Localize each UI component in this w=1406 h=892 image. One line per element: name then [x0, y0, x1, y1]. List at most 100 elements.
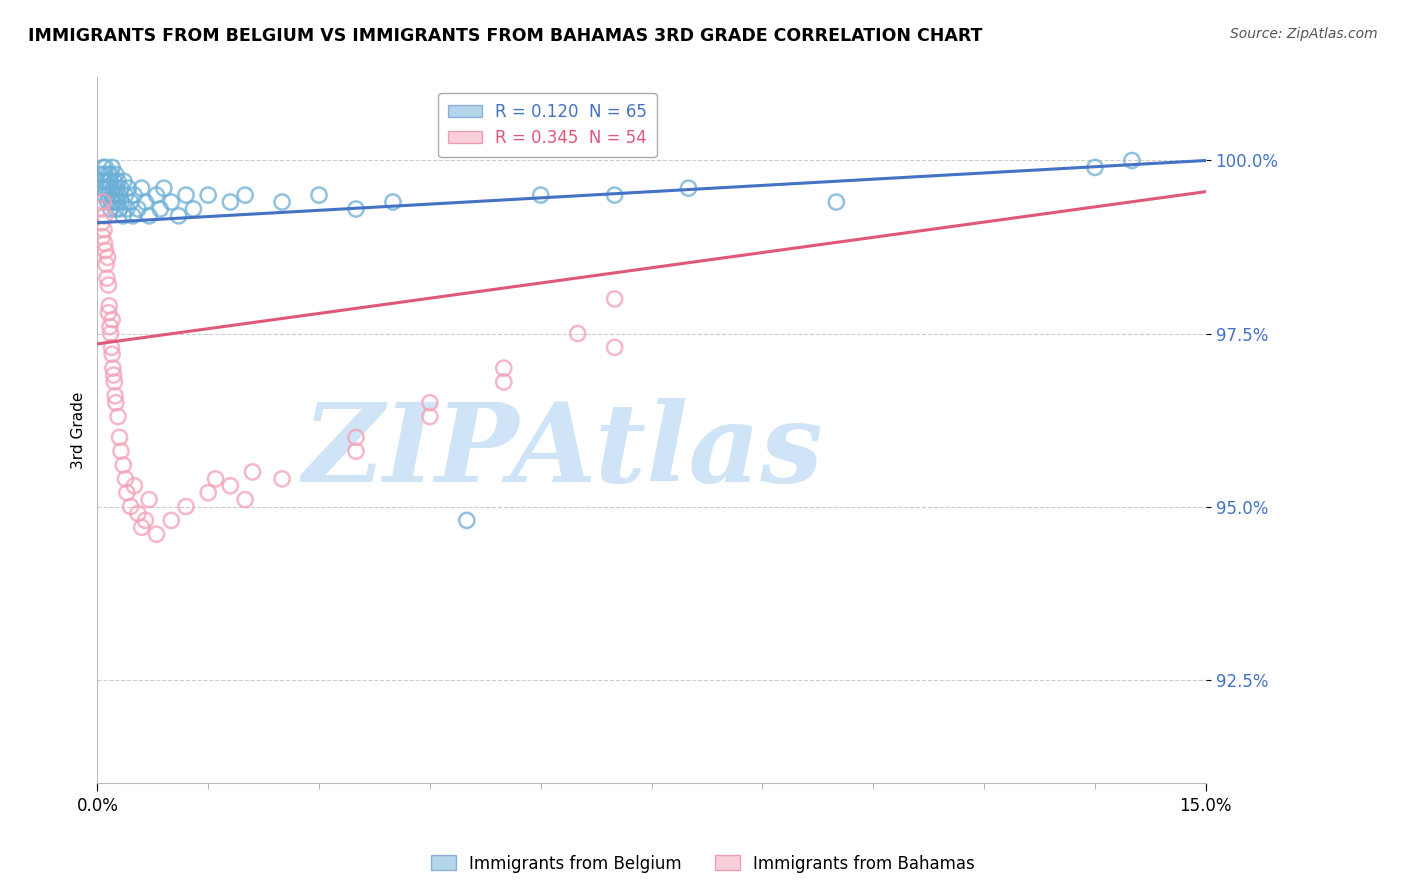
Point	[91, 194, 114, 209]
Point	[174, 500, 197, 514]
Point	[91, 181, 114, 195]
Point	[90, 167, 112, 181]
Point	[104, 389, 127, 403]
Point	[117, 181, 139, 195]
Point	[97, 167, 120, 181]
Point	[90, 202, 112, 216]
Y-axis label: 3rd Grade: 3rd Grade	[72, 392, 86, 469]
Point	[219, 479, 242, 493]
Point	[456, 513, 478, 527]
Point	[97, 251, 120, 265]
Point	[107, 409, 129, 424]
Point	[97, 278, 120, 293]
Point	[103, 194, 125, 209]
Point	[381, 194, 404, 209]
Point	[678, 181, 700, 195]
Point	[124, 188, 146, 202]
Point	[105, 194, 128, 209]
Point	[98, 174, 121, 188]
Point	[104, 188, 127, 202]
Point	[108, 202, 131, 216]
Point	[114, 188, 136, 202]
Point	[107, 174, 129, 188]
Point	[91, 161, 114, 175]
Point	[145, 527, 167, 541]
Point	[271, 472, 294, 486]
Point	[120, 194, 142, 209]
Point	[131, 520, 153, 534]
Point	[105, 181, 128, 195]
Point	[603, 188, 626, 202]
Point	[160, 513, 183, 527]
Point	[419, 395, 441, 409]
Point	[127, 202, 149, 216]
Point	[204, 472, 226, 486]
Point	[183, 202, 205, 216]
Point	[233, 492, 256, 507]
Point	[419, 409, 441, 424]
Point	[93, 167, 115, 181]
Point	[127, 507, 149, 521]
Point	[93, 209, 115, 223]
Point	[101, 347, 124, 361]
Point	[530, 188, 553, 202]
Point	[104, 167, 127, 181]
Point	[167, 209, 190, 223]
Point	[96, 271, 118, 285]
Point	[96, 174, 118, 188]
Point	[492, 361, 515, 376]
Point	[103, 174, 125, 188]
Point	[104, 395, 127, 409]
Point	[91, 229, 114, 244]
Point	[103, 375, 125, 389]
Point	[344, 444, 367, 458]
Point	[97, 194, 120, 209]
Point	[112, 174, 135, 188]
Point	[825, 194, 848, 209]
Point	[344, 430, 367, 444]
Point	[98, 181, 121, 195]
Point	[219, 194, 242, 209]
Point	[603, 340, 626, 354]
Point	[90, 216, 112, 230]
Point	[98, 319, 121, 334]
Point	[160, 194, 183, 209]
Point	[121, 209, 143, 223]
Point	[111, 194, 134, 209]
Point	[603, 292, 626, 306]
Point	[271, 194, 294, 209]
Point	[134, 513, 156, 527]
Point	[492, 375, 515, 389]
Point	[97, 306, 120, 320]
Point	[120, 500, 142, 514]
Point	[124, 479, 146, 493]
Point	[103, 368, 125, 382]
Text: Source: ZipAtlas.com: Source: ZipAtlas.com	[1230, 27, 1378, 41]
Point	[94, 161, 117, 175]
Point	[153, 181, 176, 195]
Point	[93, 223, 115, 237]
Point	[93, 188, 115, 202]
Point	[344, 202, 367, 216]
Point	[101, 188, 124, 202]
Point	[131, 181, 153, 195]
Point	[110, 444, 132, 458]
Point	[138, 209, 160, 223]
Point	[101, 161, 124, 175]
Point	[112, 458, 135, 472]
Point	[96, 181, 118, 195]
Point	[149, 202, 172, 216]
Point	[100, 194, 122, 209]
Point	[134, 194, 156, 209]
Point	[96, 257, 118, 271]
Point	[110, 181, 132, 195]
Point	[101, 181, 124, 195]
Point	[93, 174, 115, 188]
Point	[101, 312, 124, 326]
Point	[112, 209, 135, 223]
Point	[108, 430, 131, 444]
Point	[94, 244, 117, 258]
Legend: R = 0.120  N = 65, R = 0.345  N = 54: R = 0.120 N = 65, R = 0.345 N = 54	[439, 93, 657, 157]
Point	[233, 188, 256, 202]
Point	[100, 202, 122, 216]
